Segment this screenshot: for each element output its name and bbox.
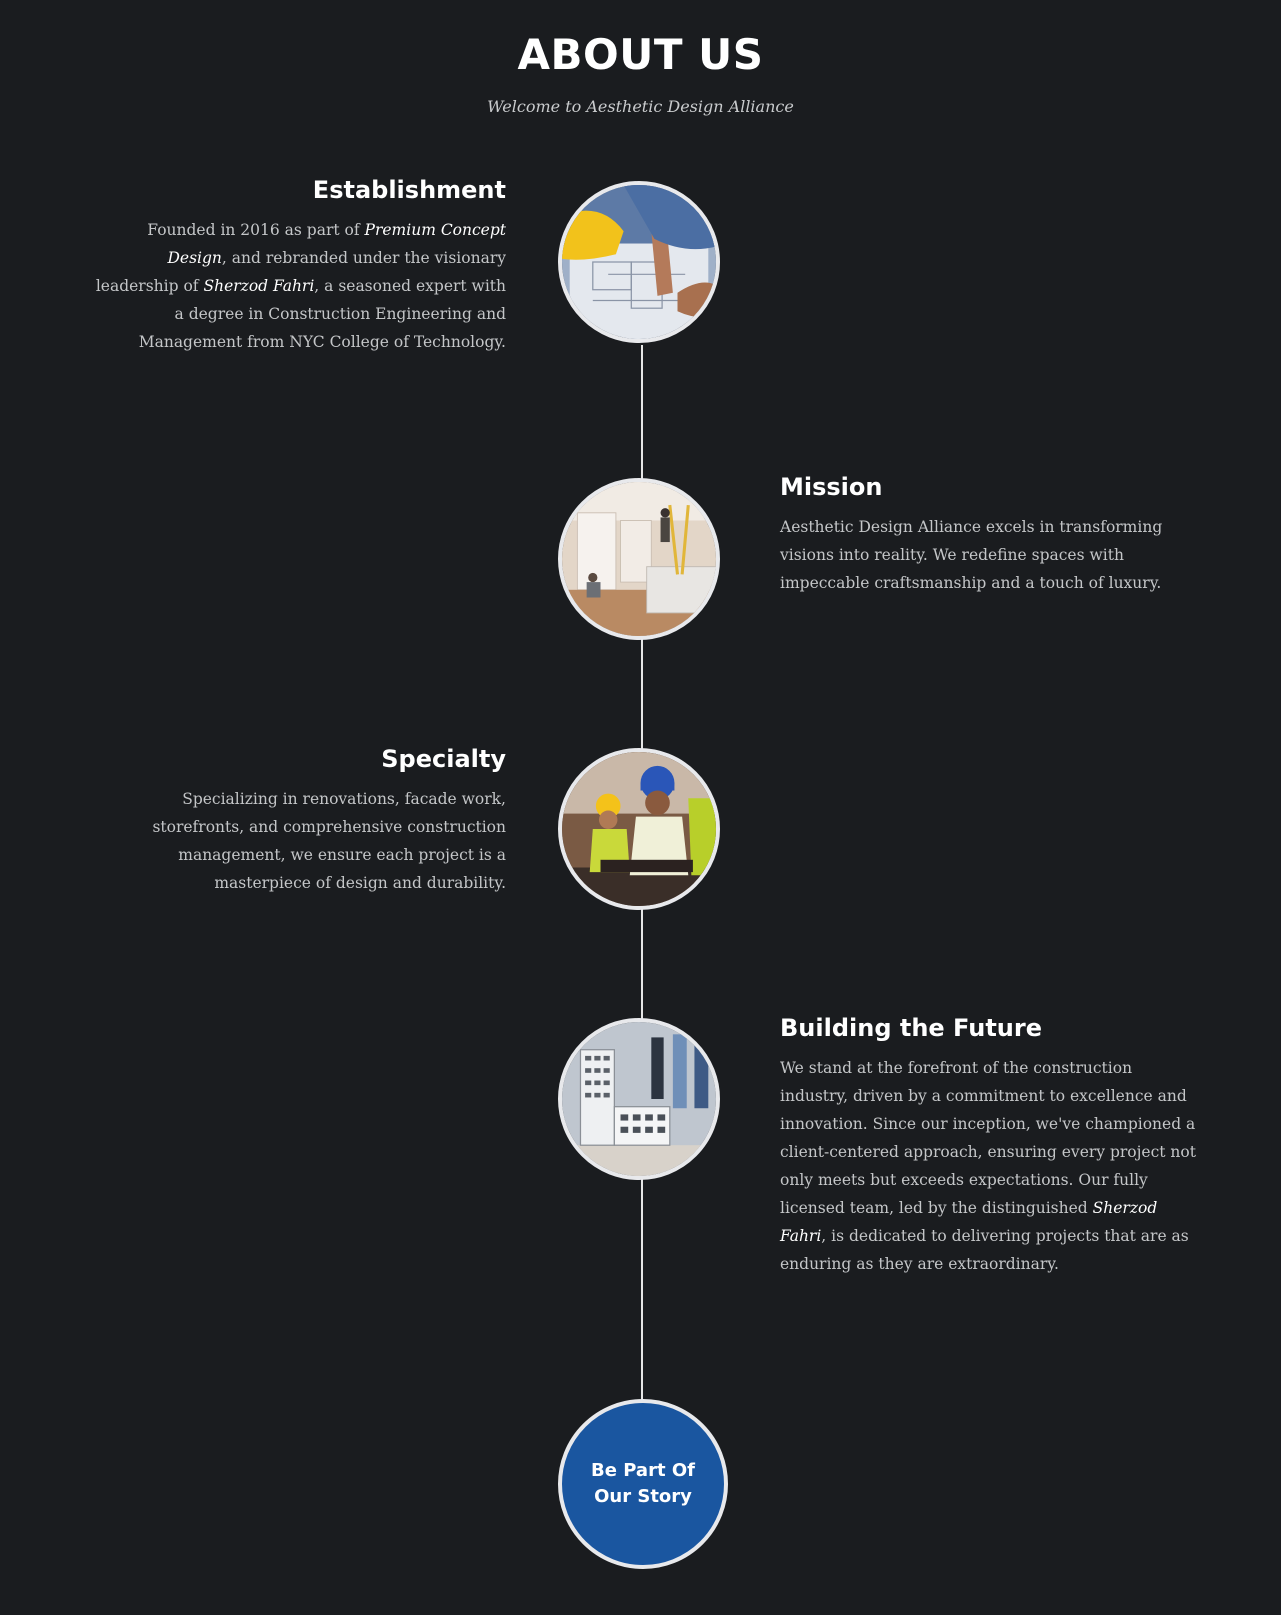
establishment-section: Establishment Founded in 2016 as part of… [90,176,506,356]
mission-title: Mission [780,473,883,501]
mission-section: Mission Aesthetic Design Alliance excels… [780,473,1200,597]
establishment-text: Founded in 2016 as part of Premium Conce… [95,221,506,351]
future-section: Building the Future We stand at the fore… [780,1014,1200,1278]
mission-text: Aesthetic Design Alliance excels in tran… [780,518,1163,592]
construction-workers-photo [558,748,720,910]
building-model-photo [558,1018,720,1180]
future-title: Building the Future [780,1014,1043,1042]
establishment-title: Establishment [312,176,506,204]
specialty-text: Specializing in renovations, facade work… [152,790,506,892]
blueprint-photo [558,181,720,343]
interior-renovation-photo [558,478,720,640]
be-part-of-our-story-button[interactable]: Be Part Of Our Story [558,1399,728,1569]
page-subtitle: Welcome to Aesthetic Design Alliance [487,97,794,116]
specialty-section: Specialty Specializing in renovations, f… [90,745,506,897]
page-title: ABOUT US [517,30,764,79]
specialty-title: Specialty [381,745,506,773]
future-text: We stand at the forefront of the constru… [780,1059,1196,1273]
